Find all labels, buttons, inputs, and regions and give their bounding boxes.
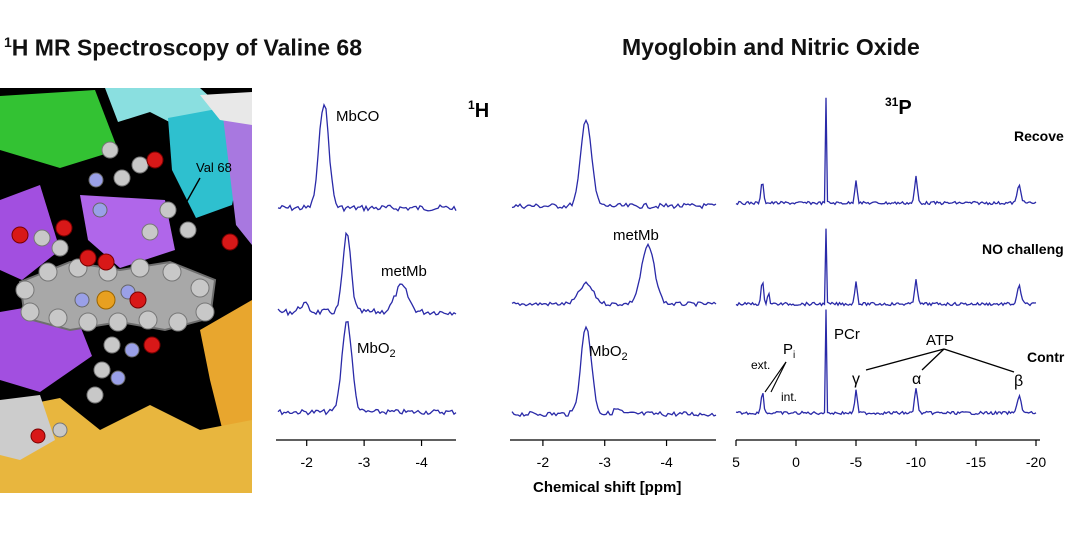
label-atp: ATP xyxy=(926,332,954,349)
label-c-no: NO challeng xyxy=(982,241,1064,257)
iron-atom xyxy=(96,290,116,310)
nucleus-label-31p: 31P xyxy=(885,95,912,119)
spectrum-b-metmb xyxy=(511,242,717,308)
heme-atoms xyxy=(15,141,215,438)
panel-c: 31P Recove NO challeng Contr PCr ATP γ α… xyxy=(732,95,1065,470)
atp-line-beta xyxy=(943,348,1015,373)
heading-left: 1H MR Spectroscopy of Valine 68 xyxy=(4,34,362,62)
tick-label: -2 xyxy=(300,454,313,470)
heading-left-superscript: 1 xyxy=(4,34,12,50)
tick-label: 5 xyxy=(732,454,740,470)
label-pi-ext: ext. xyxy=(751,358,770,372)
label-a-mbo2: MbO2 xyxy=(357,340,396,360)
pi-line-int xyxy=(770,361,787,393)
tick-label: -2 xyxy=(537,454,550,470)
tick-label: -5 xyxy=(850,454,863,470)
atp-line-gamma xyxy=(865,348,945,371)
tick-label: 0 xyxy=(792,454,800,470)
spectrum-b-top xyxy=(511,118,717,210)
label-b-metmb: metMb xyxy=(613,227,659,244)
tick-label: -3 xyxy=(599,454,612,470)
nucleus-label-1h: 1H xyxy=(468,98,489,122)
protein-structure-image: Val 68 xyxy=(0,88,252,493)
spectrum-a-mbo2 xyxy=(277,321,457,416)
tick-label: -3 xyxy=(358,454,371,470)
oxygen-atoms xyxy=(11,151,239,444)
ticks-b: -2 -3 -4 xyxy=(537,440,673,470)
helix-green xyxy=(0,90,118,168)
helix-purple-left xyxy=(0,185,60,280)
helix-violet-right xyxy=(222,100,252,245)
spectrum-b-mbo2 xyxy=(511,325,717,418)
tick-label: -10 xyxy=(906,454,926,470)
heading-right: Myoglobin and Nitric Oxide xyxy=(622,34,920,60)
label-b-mbo2: MbO2 xyxy=(589,343,628,363)
panel-a: MbCO metMb MbO2 -2 -3 -4 xyxy=(276,102,457,470)
tick-label: -4 xyxy=(415,454,428,470)
ticks-a: -2 -3 -4 xyxy=(300,440,428,470)
val68-arrowhead xyxy=(178,204,187,214)
label-alpha: α xyxy=(912,371,921,388)
helix-white xyxy=(200,92,252,125)
label-pi: Pi xyxy=(783,341,795,361)
xlabel-b: Chemical shift [ppm] xyxy=(533,479,681,496)
ticks-c: 5 0 -5 -10 -15 -20 xyxy=(732,440,1046,470)
label-c-control: Contr xyxy=(1027,349,1065,365)
val68-label: Val 68 xyxy=(196,160,232,175)
label-beta: β xyxy=(1014,373,1023,390)
spectrum-a-metmb xyxy=(277,231,457,317)
spectrum-c-recovery xyxy=(735,97,1037,206)
label-a-metmb: metMb xyxy=(381,263,427,280)
spectrum-a-mbco xyxy=(277,102,457,213)
tick-label: -4 xyxy=(660,454,673,470)
nitrogen-atoms xyxy=(74,172,140,386)
tick-label: -15 xyxy=(966,454,986,470)
tick-label: -20 xyxy=(1026,454,1046,470)
spectrum-c-no xyxy=(735,228,1037,307)
label-a-mbco: MbCO xyxy=(336,108,379,125)
spectrum-c-control xyxy=(735,309,1037,416)
panel-b: 1H metMb MbO2 -2 -3 -4 Chemical shift [ppm… xyxy=(468,98,717,496)
pi-line-ext xyxy=(764,361,787,393)
label-gamma: γ xyxy=(852,371,860,388)
label-pcr: PCr xyxy=(834,326,860,343)
heading-left-text: H MR Spectroscopy of Valine 68 xyxy=(11,34,363,61)
label-c-recovery: Recove xyxy=(1014,128,1064,144)
label-pi-int: int. xyxy=(781,390,797,404)
val68-arrow xyxy=(181,177,201,211)
helix-grey xyxy=(0,395,55,460)
atp-line-alpha xyxy=(921,348,945,371)
helix-orange-bottom xyxy=(0,398,252,493)
